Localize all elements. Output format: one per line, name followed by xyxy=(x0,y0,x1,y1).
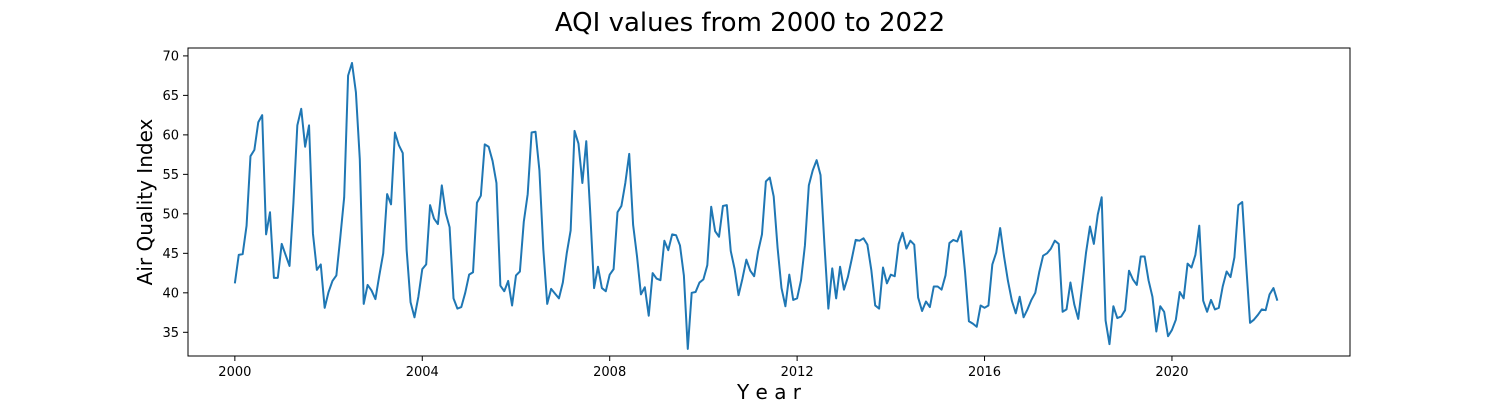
chart-title: AQI values from 2000 to 2022 xyxy=(555,8,945,38)
y-tick-label: 40 xyxy=(162,286,179,301)
y-tick-label: 70 xyxy=(162,49,179,64)
series-line xyxy=(233,62,1279,350)
y-tick-label: 35 xyxy=(162,326,179,341)
y-axis: 35 40 45 50 55 60 65 70 xyxy=(162,49,188,341)
plot-frame xyxy=(187,47,1351,357)
x-tick-label: 2008 xyxy=(593,365,626,380)
x-axis: 2000 2004 2008 2012 2016 2020 xyxy=(218,356,1188,380)
y-tick-label: 60 xyxy=(162,128,179,143)
x-tick-label: 2016 xyxy=(968,365,1001,380)
y-tick-label: 55 xyxy=(162,168,179,183)
plot-area xyxy=(187,47,1351,357)
y-tick-label: 45 xyxy=(162,247,179,262)
x-tick-label: 2020 xyxy=(1155,365,1188,380)
x-axis-label: Y e a r xyxy=(736,380,802,400)
y-tick-label: 50 xyxy=(162,207,179,222)
y-tick-label: 65 xyxy=(162,89,179,104)
x-tick-label: 2000 xyxy=(218,365,251,380)
y-axis-label: Air Quality Index xyxy=(133,118,157,285)
x-tick-label: 2004 xyxy=(406,365,439,380)
x-tick-label: 2012 xyxy=(781,365,814,380)
